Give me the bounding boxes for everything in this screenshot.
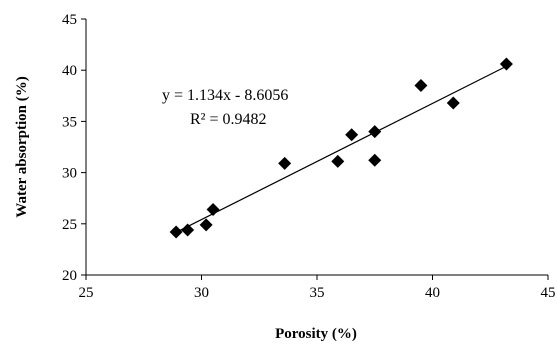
data-point <box>414 79 428 93</box>
data-point <box>446 96 460 110</box>
data-point <box>499 57 513 71</box>
y-tick-label: 25 <box>62 217 77 233</box>
y-tick-label: 40 <box>62 63 77 79</box>
data-point <box>199 218 213 232</box>
y-tick-label: 45 <box>62 12 77 28</box>
data-point <box>169 225 183 239</box>
data-point <box>206 202 220 216</box>
x-axis-ticks: 25 30 35 40 45 <box>79 275 556 301</box>
data-point <box>181 223 195 237</box>
y-tick-label: 20 <box>62 268 77 284</box>
x-axis-title: Porosity (%) <box>275 326 357 342</box>
trendline-group <box>175 65 507 233</box>
y-tick-label: 35 <box>62 114 77 130</box>
data-point <box>278 156 292 170</box>
data-point <box>331 154 345 168</box>
x-tick-label: 45 <box>541 285 556 301</box>
y-axis-ticks: 20 25 30 35 40 45 <box>62 12 86 284</box>
y-tick-label: 30 <box>62 166 77 182</box>
r-squared-label: R² = 0.9482 <box>190 111 267 128</box>
data-point <box>368 153 382 167</box>
x-tick-label: 30 <box>194 285 209 301</box>
x-tick-label: 25 <box>79 285 94 301</box>
axes <box>85 19 548 276</box>
trendline <box>175 65 507 233</box>
data-points <box>169 57 513 239</box>
x-tick-label: 35 <box>310 285 325 301</box>
data-point <box>368 125 382 139</box>
x-tick-label: 40 <box>425 285 440 301</box>
y-axis-title: Water absorption (%) <box>14 76 30 217</box>
data-point <box>345 128 359 142</box>
trendline-equation: y = 1.134x - 8.6056 <box>162 87 288 104</box>
